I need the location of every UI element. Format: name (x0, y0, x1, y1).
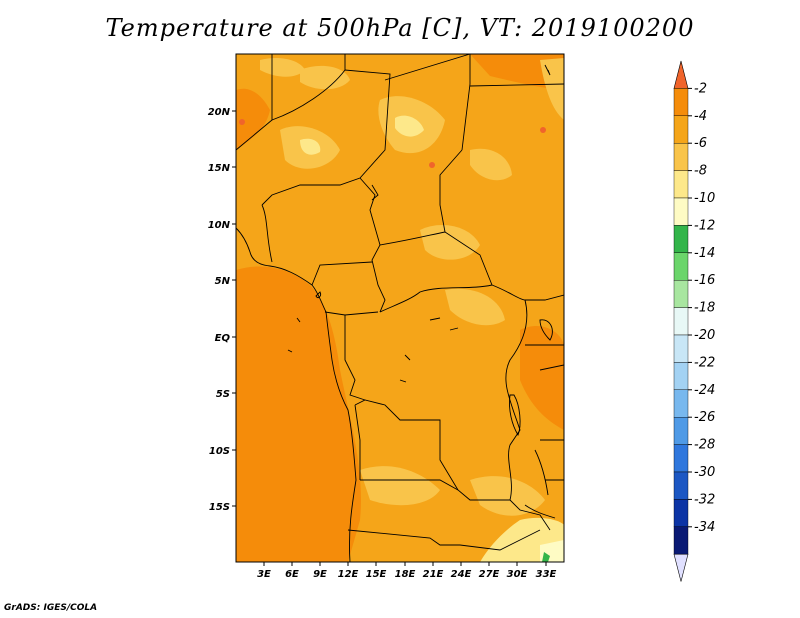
colorbar-swatch (673, 252, 689, 281)
colorbar-swatch (673, 499, 689, 527)
colorbar-label: -14 (694, 246, 715, 261)
colorbar-swatch (673, 389, 689, 418)
map-frame (235, 53, 565, 563)
colorbar-label: -2 (694, 81, 707, 96)
colorbar-label: -28 (694, 438, 715, 453)
lat-tick-label: 5S (216, 389, 230, 400)
colorbar-swatch (673, 526, 689, 555)
colorbar-swatch (673, 362, 689, 390)
lon-tick-label: 12E (338, 569, 359, 580)
lon-tick-label: 9E (313, 569, 327, 580)
colorbar-label: -16 (694, 273, 715, 288)
colorbar-label: -30 (694, 465, 715, 480)
colorbar-label: -20 (694, 328, 715, 343)
colorbar-swatch (673, 444, 689, 473)
lat-tick-label: 15N (208, 163, 231, 174)
latitude-axis: 20N 15N 10N 5N EQ 5S 10S 15S (208, 107, 236, 513)
colorbar-label: -34 (694, 520, 715, 535)
colorbar-swatch (673, 471, 689, 500)
lat-tick-label: 20N (208, 107, 231, 118)
country-borders (236, 54, 564, 562)
colorbar-label: -22 (694, 355, 715, 370)
lat-tick-label: 10N (208, 220, 231, 231)
colorbar-swatch (673, 417, 689, 445)
colorbar-arrow-top (673, 60, 689, 89)
colorbar-label: -26 (694, 410, 715, 425)
colorbar-swatch (673, 334, 689, 363)
footer-credit: GrADS: IGES/COLA (4, 603, 98, 613)
colorbar-label: -24 (694, 383, 715, 398)
lat-tick-label: 15S (209, 502, 230, 513)
colorbar-swatch (673, 280, 689, 308)
lon-tick-label: 6E (285, 569, 299, 580)
colorbar-swatch (673, 115, 689, 144)
lon-tick-label: 33E (536, 569, 557, 580)
colorbar-swatch (673, 142, 689, 171)
lat-tick-label: 10S (209, 446, 230, 457)
map-title: Temperature at 500hPa [C], VT: 201910020… (105, 14, 695, 42)
colorbar-legend: -2 -4 -6 -8 -10 -12 -14 -16 -18 -20 -22 -24 -26 -28 -3… (673, 60, 715, 582)
colorbar-swatch (673, 170, 689, 199)
lat-tick-label: 5N (215, 276, 231, 287)
colorbar-swatch (673, 197, 689, 226)
lon-tick-label: 30E (507, 569, 528, 580)
lon-tick-label: 27E (479, 569, 500, 580)
colorbar-label: -12 (694, 218, 715, 233)
lon-tick-label: 3E (257, 569, 271, 580)
colorbar-label: -4 (694, 109, 707, 124)
colorbar-label: -32 (694, 492, 715, 507)
lon-tick-label: 24E (451, 569, 472, 580)
colorbar-swatch (673, 307, 689, 336)
colorbar-swatch (673, 225, 689, 253)
colorbar-label: -8 (694, 164, 707, 179)
colorbar-label: -6 (694, 136, 707, 151)
lat-tick-label: EQ (215, 333, 231, 344)
colorbar-arrow-bottom (673, 553, 689, 582)
lon-tick-label: 21E (423, 569, 444, 580)
longitude-axis: 3E 6E 9E 12E 15E 18E 21E 24E 27E 30E 33E (257, 562, 557, 580)
lon-tick-label: 18E (395, 569, 416, 580)
temperature-field (236, 54, 564, 562)
colorbar-label: -10 (694, 191, 715, 206)
colorbar-label: -18 (694, 301, 715, 316)
colorbar-swatch (673, 88, 689, 117)
lon-tick-label: 15E (366, 569, 387, 580)
